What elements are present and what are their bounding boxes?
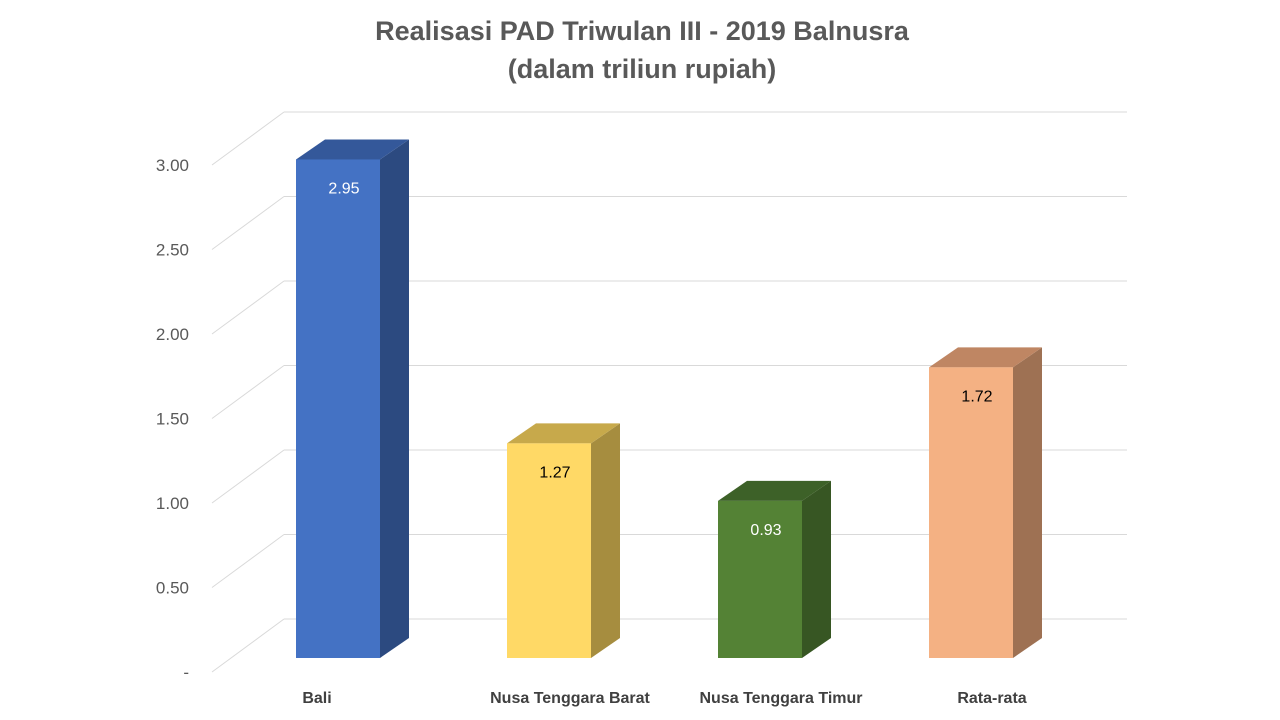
- bar: 0.93: [718, 480, 831, 658]
- data-label: 0.93: [750, 522, 781, 539]
- chart-title-line: Realisasi PAD Triwulan III - 2019 Balnus…: [375, 16, 909, 46]
- bars: 2.95 1.27 0.93 1.72: [296, 139, 1042, 658]
- bar: 1.72: [929, 347, 1042, 658]
- gridline-side: [211, 534, 285, 588]
- gridline-side: [211, 449, 285, 504]
- data-label: 2.95: [328, 180, 359, 197]
- bar-side: [591, 423, 620, 658]
- gridline-side: [211, 111, 285, 166]
- y-tick-label: -: [183, 663, 189, 682]
- bar-side: [1013, 347, 1042, 658]
- gridline-side: [211, 618, 285, 673]
- data-label: 1.72: [961, 388, 992, 405]
- bar-front: [296, 159, 380, 658]
- bar-top: [929, 347, 1042, 368]
- x-category-label: Nusa Tenggara Timur: [700, 690, 863, 707]
- bar: 1.27: [507, 423, 620, 658]
- gridline-side: [211, 196, 285, 250]
- y-tick-label: 1.00: [156, 494, 189, 513]
- y-tick-label: 2.00: [156, 325, 189, 344]
- chart-title: Realisasi PAD Triwulan III - 2019 Balnus…: [0, 12, 1280, 88]
- chart-subtitle-line: (dalam triliun rupiah): [507, 54, 777, 84]
- y-axis-ticks: - 0.50 1.00 1.50 2.00 2.50 3.00: [156, 156, 189, 682]
- bar-top: [718, 480, 831, 501]
- y-tick-label: 1.50: [156, 410, 189, 429]
- gridline-side: [211, 365, 285, 419]
- x-category-label: Nusa Tenggara Barat: [490, 690, 650, 707]
- bar-side: [380, 139, 409, 658]
- y-tick-label: 2.50: [156, 241, 189, 260]
- gridline-side: [211, 280, 285, 335]
- y-tick-label: 0.50: [156, 579, 189, 598]
- bar-front: [507, 443, 591, 658]
- x-category-label: Bali: [302, 690, 331, 707]
- x-category-label: Rata-rata: [957, 690, 1026, 707]
- bar: 2.95: [296, 139, 409, 658]
- bar-top: [507, 423, 620, 444]
- y-tick-label: 3.00: [156, 156, 189, 175]
- x-axis-categories: Bali Nusa Tenggara Barat Nusa Tenggara Tim…: [302, 690, 1026, 707]
- bar-front: [929, 367, 1013, 658]
- data-label: 1.27: [539, 464, 570, 481]
- bar-top: [296, 139, 409, 160]
- bar-side: [802, 480, 831, 658]
- bar-front: [718, 500, 802, 658]
